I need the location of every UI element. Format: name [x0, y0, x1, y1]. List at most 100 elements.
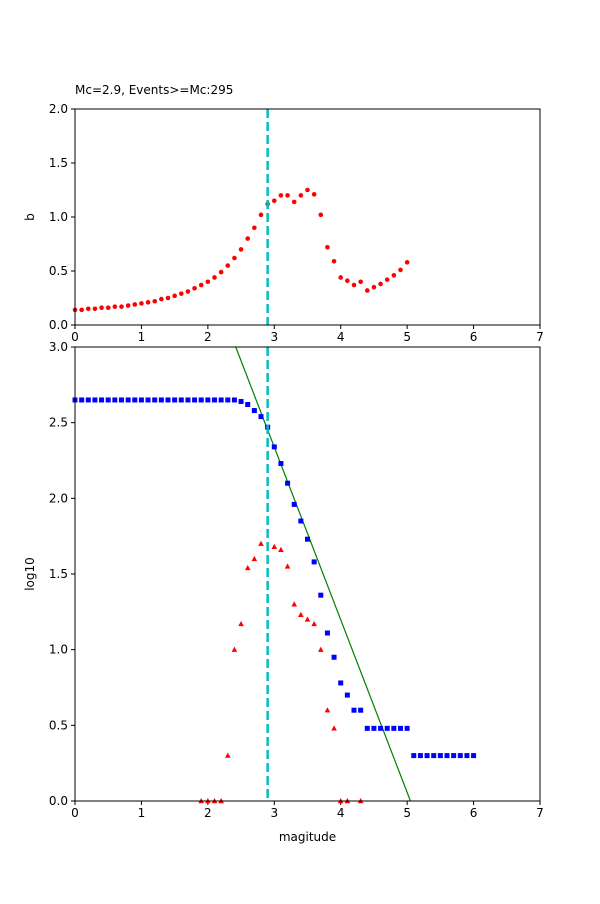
noncumulative-count-point [238, 620, 244, 627]
bot-x-tick-label: 3 [270, 806, 278, 820]
b-value-point [218, 269, 224, 275]
cumulative-count-point [212, 397, 217, 403]
top-y-tick-label: 2.0 [49, 102, 68, 116]
cumulative-count-point [371, 725, 377, 731]
cumulative-count-point [451, 753, 457, 759]
cumulative-count-point [444, 753, 450, 759]
bot-y-tick-label: 0.0 [49, 794, 68, 808]
b-value-point [85, 306, 91, 312]
b-value-point [391, 273, 397, 278]
cumulative-count-point [437, 753, 443, 759]
cumulative-count-point [112, 397, 118, 403]
bot-x-tick-label: 2 [204, 806, 212, 820]
cumulative-count-point [138, 397, 144, 403]
cumulative-count-point [285, 480, 291, 486]
cumulative-count-point [185, 397, 191, 403]
top-ticks: 0 1 2 3 4 5 6 7 0.0 0.5 1.0 1.5 2.0 [49, 102, 544, 344]
cumulative-count-point [258, 414, 264, 420]
top-y-tick-label: 0.5 [49, 264, 68, 278]
cumulative-count-point [105, 397, 111, 403]
b-value-point [152, 298, 158, 304]
cumulative-count-point [424, 753, 430, 759]
frequency-magnitude-panel: 0 1 2 3 4 5 6 7 0.0 0.5 1.0 1.5 2.0 2.5 3.0 log10 magi… [23, 340, 544, 844]
bottom-ticks: 0 1 2 3 4 5 6 7 0.0 0.5 1.0 1.5 2.0 2.5 3.0 [49, 340, 544, 820]
b-value-point [245, 236, 251, 241]
b-value-point [378, 281, 383, 287]
bot-x-tick-label: 1 [138, 806, 146, 820]
b-value-point [125, 303, 131, 308]
b-value-point [325, 244, 330, 250]
cumulative-count-point [364, 725, 370, 731]
cumulative-count-point [152, 397, 158, 403]
cumulative-count-point [384, 725, 390, 731]
b-value-point [398, 267, 403, 273]
cumulative-count-point [471, 753, 477, 759]
bot-x-tick-label: 6 [470, 806, 478, 820]
noncumulative-count-point [251, 555, 258, 562]
cumulative-count-point [391, 725, 397, 731]
top-axes-frame [74, 108, 541, 326]
top-y-axis-label: b [23, 213, 37, 221]
cumulative-count-point [318, 592, 324, 598]
b-value-point [252, 225, 257, 231]
bottom-y-axis-label: log10 [23, 557, 37, 591]
cumulative-count-point [278, 461, 284, 467]
top-x-tick-label: 3 [270, 330, 278, 344]
cumulative-count-point [358, 707, 364, 713]
cumulative-count-point [99, 397, 105, 403]
b-value-point [178, 291, 184, 296]
noncumulative-count-point [304, 616, 311, 622]
cumulative-count-point [172, 397, 178, 403]
b-value-point [232, 255, 237, 261]
noncumulative-count-point [231, 646, 238, 652]
b-value-point [351, 282, 357, 288]
b-value-point [185, 289, 191, 294]
b-value-point [271, 198, 277, 204]
cumulative-count-point [231, 397, 237, 403]
bottom-x-axis-label: magitude [279, 830, 336, 844]
top-x-tick-label: 4 [337, 330, 345, 344]
b-value-point [99, 305, 104, 311]
b-value-point [159, 296, 164, 302]
bot-y-tick-label: 0.5 [49, 718, 68, 732]
b-value-point [305, 187, 310, 193]
bot-y-tick-label: 3.0 [49, 340, 68, 354]
b-value-point [285, 193, 290, 198]
cumulative-count-point [311, 559, 317, 565]
cumulative-count-point [245, 402, 251, 408]
top-y-tick-label: 1.5 [49, 156, 68, 170]
bottom-axes-frame [74, 346, 541, 802]
cumulative-count-point [351, 707, 357, 713]
b-value-point [172, 293, 177, 299]
noncumulative-count-point [291, 601, 298, 607]
b-value-point [192, 285, 197, 291]
cumulative-count-point [132, 397, 138, 403]
top-y-tick-label: 0.0 [49, 318, 68, 332]
noncumulative-count-point [298, 611, 304, 618]
bot-x-tick-label: 0 [71, 806, 79, 820]
b-value-point [318, 212, 324, 218]
cumulative-count-point [324, 630, 330, 636]
noncumulative-count-point [278, 546, 284, 552]
cumulative-count-point [145, 397, 151, 403]
cumulative-count-point [198, 397, 204, 403]
b-value-point [291, 199, 297, 205]
cumulative-count-point [298, 518, 304, 524]
bot-y-tick-label: 2.0 [49, 491, 68, 505]
noncumulative-count-point [244, 564, 251, 571]
bot-y-tick-label: 1.0 [49, 643, 68, 657]
cumulative-count-point [158, 397, 164, 403]
b-value-point [364, 288, 370, 293]
cumulative-count-point [411, 753, 417, 759]
cumulative-count-point [251, 408, 257, 414]
cumulative-count-point [457, 753, 463, 759]
b-value-point [165, 295, 171, 301]
noncumulative-count-point [331, 725, 337, 731]
bot-x-tick-label: 7 [536, 806, 544, 820]
cumulative-count-point [238, 398, 244, 404]
cumulative-count-point [431, 753, 437, 759]
cumulative-count-point [192, 397, 198, 403]
b-value-point [404, 260, 410, 265]
cumulative-count-point [271, 444, 277, 450]
